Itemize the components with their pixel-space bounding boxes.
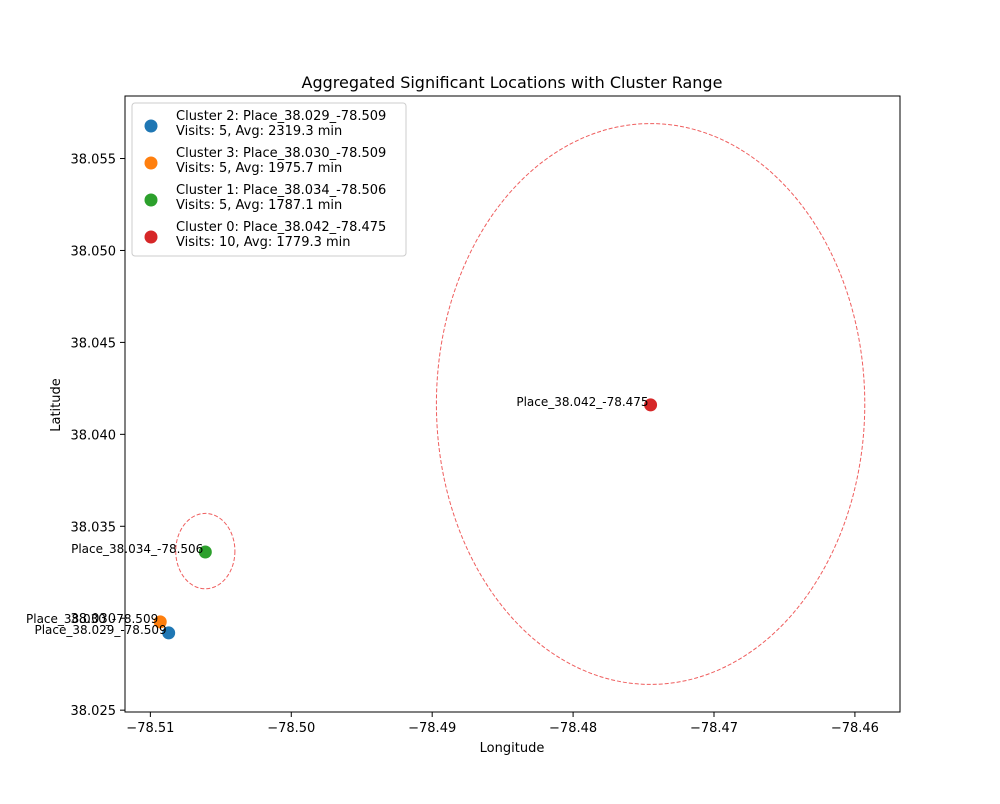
x-axis: −78.51 −78.50 −78.49 −78.48 −78.47 −78.46 — [126, 712, 879, 736]
legend-entry-line2: Visits: 10, Avg: 1779.3 min — [176, 235, 351, 250]
data-point — [162, 626, 176, 640]
cluster-ranges — [175, 123, 866, 685]
chart-title: Aggregated Significant Locations with Cl… — [302, 73, 723, 92]
x-tick-label: −78.47 — [690, 721, 738, 736]
legend-entry-line2: Visits: 5, Avg: 1787.1 min — [176, 198, 342, 213]
y-tick-label: 38.045 — [71, 336, 117, 351]
legend-entry-line1: Cluster 2: Place_38.029_-78.509 — [176, 109, 386, 124]
x-tick-label: −78.46 — [831, 721, 879, 736]
x-tick-label: −78.50 — [267, 721, 315, 736]
legend-marker — [144, 119, 158, 133]
y-tick-label: 38.055 — [71, 153, 117, 168]
y-axis-title: Latitude — [49, 378, 64, 432]
legend-entry-line1: Cluster 3: Place_38.030_-78.509 — [176, 146, 386, 161]
legend-box — [131, 102, 407, 257]
point-label: Place_38.042_-78.475 — [516, 395, 648, 409]
legend-marker — [144, 156, 158, 170]
y-tick-label: 38.030 — [71, 612, 117, 627]
point-label: Place_38.029_-78.509 — [34, 623, 166, 637]
legend-entry-line1: Cluster 0: Place_38.042_-78.475 — [176, 220, 386, 235]
x-tick-label: −78.51 — [126, 721, 174, 736]
y-tick-label: 38.035 — [71, 520, 117, 535]
legend-marker — [144, 193, 158, 207]
y-tick-label: 38.050 — [71, 244, 117, 259]
x-axis-title: Longitude — [480, 741, 545, 756]
legend-entry-line2: Visits: 5, Avg: 2319.3 min — [176, 124, 342, 139]
plot-frame — [124, 95, 901, 713]
point-label: Place_38.034_-78.506 — [71, 542, 203, 556]
y-tick-label: 38.040 — [71, 428, 117, 443]
legend-marker — [144, 230, 158, 244]
y-tick-label: 38.025 — [71, 704, 117, 719]
y-axis: 38.025 38.030 38.035 38.040 38.045 38.050 38.0… — [71, 153, 125, 719]
legend-entry-line2: Visits: 5, Avg: 1975.7 min — [176, 161, 342, 176]
x-tick-label: −78.48 — [549, 721, 597, 736]
cluster-range-ellipse — [435, 123, 866, 685]
legend-entry-line1: Cluster 1: Place_38.034_-78.506 — [176, 183, 386, 198]
cluster-range-ellipse — [175, 512, 236, 590]
data-point — [198, 545, 212, 559]
data-point — [644, 398, 658, 412]
data-points — [153, 398, 658, 640]
x-tick-label: −78.49 — [408, 721, 456, 736]
data-point — [153, 615, 167, 629]
